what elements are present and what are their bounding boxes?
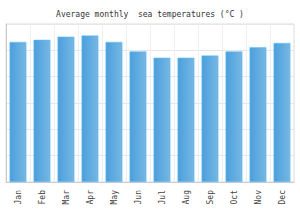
svg-text:Mar: Mar xyxy=(62,190,71,205)
svg-text:Nov: Nov xyxy=(254,190,263,205)
svg-text:Oct: Oct xyxy=(230,190,239,205)
svg-text:Average monthly sea temperatu: Average monthly sea temperatures (°C ) xyxy=(56,10,244,19)
svg-text:Dec: Dec xyxy=(278,190,287,205)
svg-text:Sep: Sep xyxy=(206,190,215,205)
svg-text:May: May xyxy=(110,190,119,205)
svg-text:Jul: Jul xyxy=(158,190,167,205)
svg-text:Apr: Apr xyxy=(86,190,95,205)
svg-text:Aug: Aug xyxy=(182,190,191,205)
svg-text:Jan: Jan xyxy=(14,190,23,205)
svg-text:Feb: Feb xyxy=(38,190,47,205)
svg-text:Jun: Jun xyxy=(134,190,143,205)
